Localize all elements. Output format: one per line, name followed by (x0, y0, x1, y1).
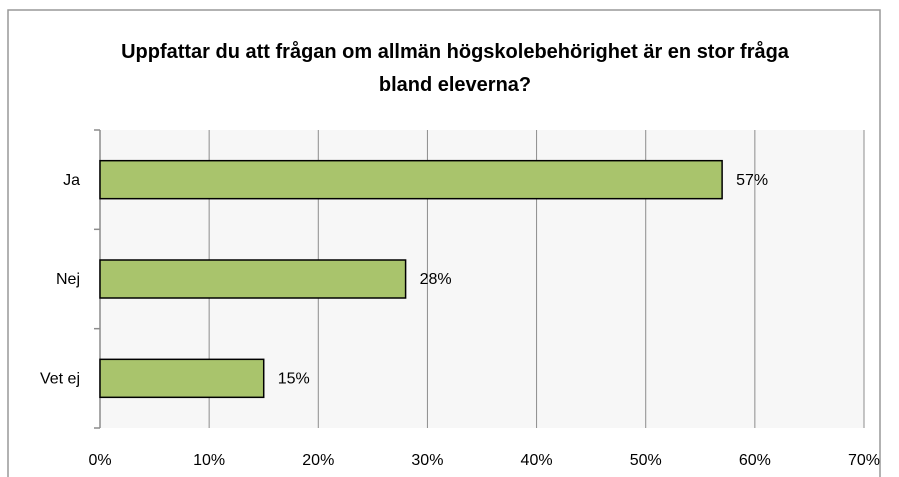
x-tick-label: 40% (521, 452, 553, 469)
x-tick-label: 10% (193, 452, 225, 469)
y-tick-label: Ja (63, 172, 80, 189)
y-tick-label: Vet ej (40, 371, 80, 388)
chart-title: Uppfattar du att frågan om allmän högsko… (121, 41, 789, 96)
x-tick-label: 50% (630, 452, 662, 469)
bar (99, 159, 723, 200)
x-tick-label: 30% (411, 452, 443, 469)
y-tick-label: Nej (56, 271, 80, 288)
x-tick-label: 20% (302, 452, 334, 469)
chart-border (7, 9, 881, 477)
x-tick-label: 70% (848, 452, 880, 469)
bar (99, 259, 407, 299)
x-tick-label: 60% (739, 452, 771, 469)
data-label: 28% (420, 271, 452, 288)
x-tick-label: 0% (88, 452, 111, 469)
bar (99, 358, 265, 399)
data-label: 15% (278, 371, 310, 388)
data-label: 57% (736, 172, 768, 189)
